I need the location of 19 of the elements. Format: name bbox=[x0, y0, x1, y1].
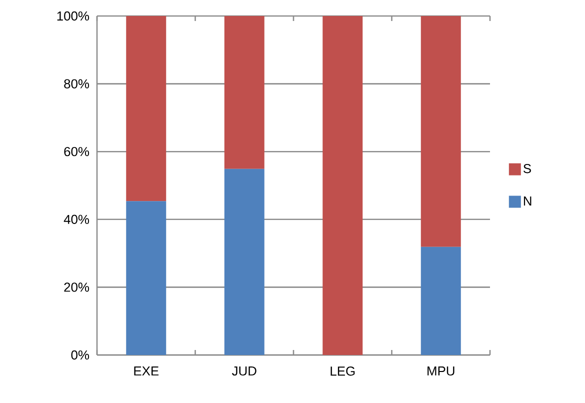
bar bbox=[224, 168, 264, 355]
bar bbox=[126, 16, 166, 202]
x-tick-label: EXE bbox=[134, 366, 159, 376]
bar bbox=[420, 246, 461, 355]
y-tick-label: 20% bbox=[64, 282, 90, 292]
legend-label: S bbox=[523, 164, 531, 174]
bar bbox=[126, 201, 166, 355]
y-tick-label: 100% bbox=[57, 11, 90, 21]
bar bbox=[420, 16, 461, 247]
y-tick-label: 0% bbox=[71, 350, 90, 360]
y-tick-label: 40% bbox=[64, 214, 90, 224]
y-tick-label: 80% bbox=[64, 79, 90, 88]
bar bbox=[224, 16, 264, 169]
bar bbox=[322, 16, 363, 355]
y-tick-label: 60% bbox=[64, 147, 90, 156]
x-tick-label: MPU bbox=[428, 366, 454, 376]
x-tick-label: LEG bbox=[330, 366, 355, 376]
x-tick-label: JUD bbox=[232, 366, 256, 376]
legend-label: N bbox=[524, 196, 532, 206]
